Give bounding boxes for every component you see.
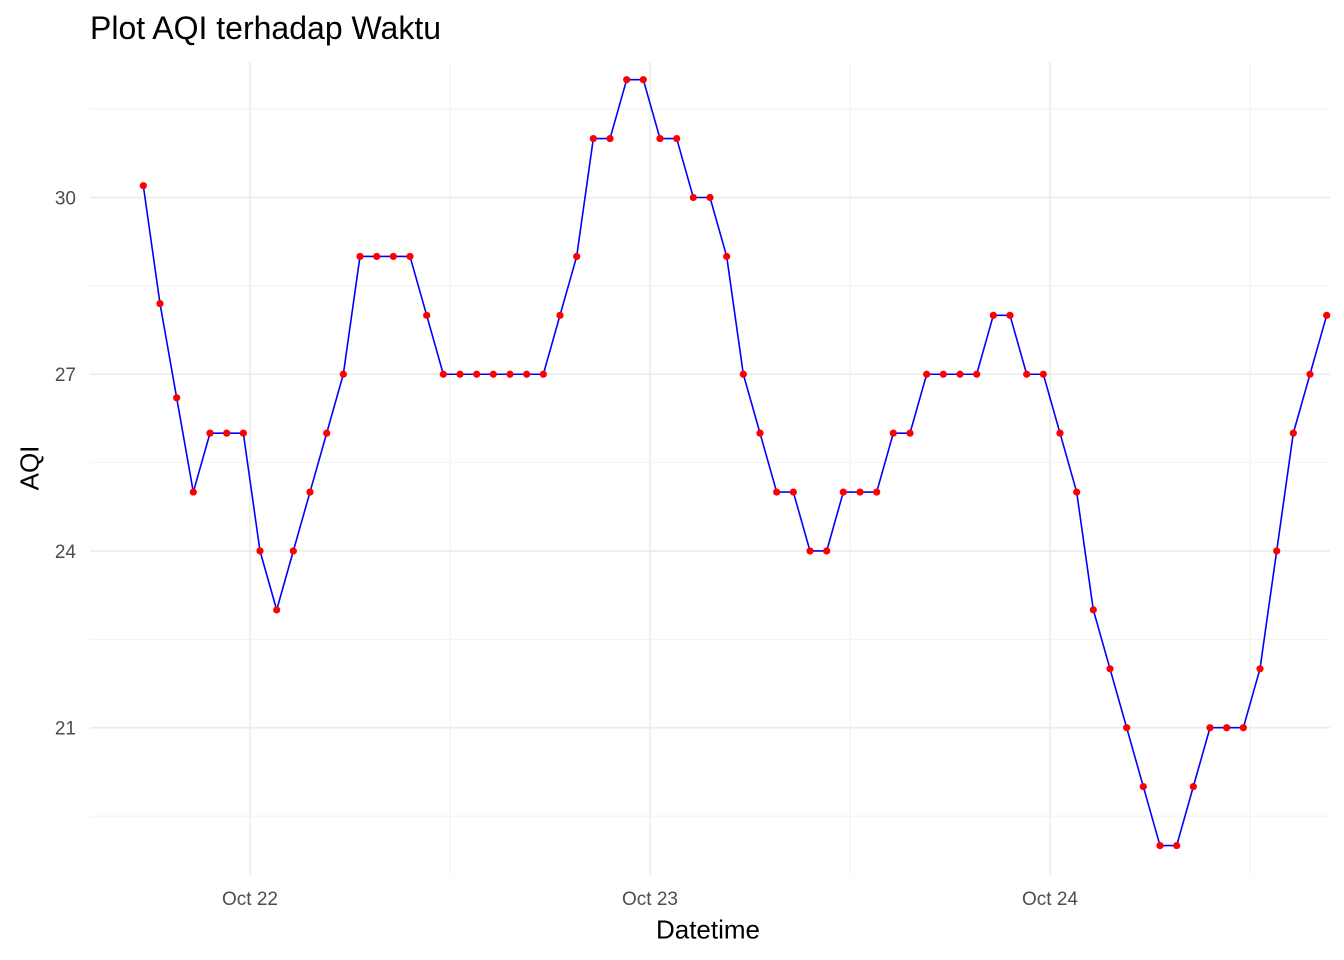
aqi-data-point — [1106, 665, 1114, 673]
aqi-data-point — [806, 547, 814, 555]
aqi-data-point — [223, 429, 231, 437]
aqi-data-point — [756, 429, 764, 437]
aqi-data-point — [523, 370, 531, 378]
aqi-data-point — [1156, 841, 1164, 850]
x-tick-label: Oct 22 — [222, 889, 278, 910]
aqi-data-point — [173, 394, 181, 402]
aqi-data-point — [673, 134, 681, 143]
aqi-data-point — [1306, 370, 1314, 378]
x-axis-label: Datetime — [655, 914, 761, 945]
aqi-point-series — [139, 76, 1331, 850]
aqi-data-point — [1173, 841, 1181, 850]
aqi-data-point — [539, 370, 547, 378]
aqi-data-point — [639, 76, 647, 84]
aqi-data-point — [506, 370, 514, 378]
aqi-data-point — [1256, 665, 1264, 673]
aqi-data-point — [1189, 783, 1197, 791]
x-axis-ticks: Oct 22 Oct 23 Oct 24 — [222, 889, 1078, 910]
aqi-data-point — [423, 311, 431, 319]
aqi-data-point — [889, 429, 897, 437]
aqi-data-point — [973, 370, 981, 378]
aqi-data-point — [839, 488, 847, 496]
aqi-line — [142, 78, 1328, 847]
aqi-data-point — [1039, 370, 1047, 378]
aqi-data-point — [406, 252, 414, 261]
aqi-data-point — [573, 252, 581, 261]
aqi-data-point — [1056, 429, 1064, 437]
aqi-data-point — [1273, 547, 1281, 555]
aqi-data-point — [723, 252, 731, 261]
aqi-data-point — [373, 252, 381, 261]
aqi-data-point — [773, 488, 781, 496]
y-tick-label: 24 — [55, 542, 77, 563]
aqi-data-point — [989, 311, 997, 319]
aqi-data-point — [1139, 783, 1147, 791]
aqi-data-point — [323, 429, 331, 437]
aqi-data-point — [606, 134, 614, 143]
aqi-data-point — [206, 429, 214, 437]
aqi-data-point — [389, 252, 397, 261]
aqi-data-point — [906, 429, 914, 437]
aqi-data-point — [856, 488, 864, 496]
aqi-data-point — [256, 547, 264, 555]
y-tick-label: 21 — [55, 719, 76, 740]
aqi-data-point — [1073, 488, 1081, 496]
major-gridlines — [90, 62, 1330, 875]
aqi-data-point — [489, 370, 497, 378]
aqi-data-point — [156, 299, 164, 308]
aqi-data-point — [1206, 724, 1214, 732]
aqi-data-point — [556, 311, 564, 319]
aqi-data-point — [239, 429, 247, 437]
aqi-data-point — [823, 547, 831, 555]
aqi-data-point — [656, 134, 664, 143]
aqi-data-point — [1323, 311, 1331, 319]
x-tick-label: Oct 23 — [622, 889, 678, 910]
y-tick-label: 27 — [55, 365, 76, 386]
aqi-data-point — [439, 370, 447, 378]
aqi-data-point — [473, 370, 481, 378]
aqi-data-point — [939, 370, 947, 378]
aqi-data-point — [1023, 370, 1031, 378]
aqi-data-point — [956, 370, 964, 378]
aqi-data-point — [356, 252, 364, 261]
aqi-data-point — [1289, 429, 1297, 437]
aqi-data-point — [1223, 724, 1231, 732]
aqi-data-point — [289, 547, 297, 555]
aqi-data-point — [339, 370, 347, 378]
aqi-data-point — [1006, 311, 1014, 319]
x-tick-label: Oct 24 — [1022, 889, 1078, 910]
aqi-data-point — [789, 488, 797, 496]
aqi-data-point — [139, 182, 147, 190]
aqi-data-point — [273, 606, 281, 614]
y-axis-ticks: 21 24 27 30 — [55, 189, 77, 740]
y-tick-label: 30 — [55, 189, 76, 210]
aqi-line-series — [142, 78, 1328, 847]
chart-title: Plot AQI terhadap Waktu — [90, 10, 441, 46]
aqi-data-point — [456, 370, 464, 378]
aqi-data-point — [1089, 606, 1097, 614]
aqi-data-point — [873, 488, 881, 496]
aqi-data-point — [739, 370, 747, 378]
minor-gridlines — [90, 62, 1330, 875]
aqi-data-point — [923, 370, 931, 378]
aqi-data-point — [589, 134, 597, 143]
aqi-data-point — [189, 488, 197, 496]
aqi-data-point — [306, 488, 314, 496]
aqi-data-point — [1123, 724, 1131, 732]
aqi-data-point — [1239, 724, 1247, 732]
aqi-data-point — [623, 76, 631, 84]
aqi-data-point — [706, 193, 714, 202]
aqi-data-point — [689, 193, 697, 202]
